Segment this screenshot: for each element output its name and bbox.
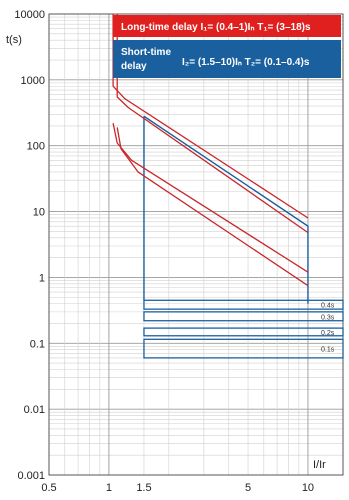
band-rect [143, 311, 344, 322]
y-tick-label: 0.001 [17, 470, 45, 482]
y-tick-label: 0.01 [24, 404, 45, 416]
legend-short-time-box [113, 40, 341, 78]
legend: Long-time delay I₁= (0.4–1)Iₙ T₁= (3–18)… [113, 15, 341, 78]
band-label: 0.3s [321, 314, 335, 321]
band-label: 0.2s [321, 330, 335, 337]
legend-long-time-box [113, 15, 341, 37]
x-tick-label: 1 [106, 482, 112, 494]
band-label: 0.4s [321, 303, 335, 310]
short-time-outline [143, 115, 309, 304]
series-line [112, 123, 309, 273]
y-tick-label: 1000 [21, 75, 45, 87]
grid [48, 14, 344, 476]
y-tick-label: 100 [27, 141, 45, 153]
legend-short-time-title: Short-time [121, 47, 171, 58]
plot-frame [48, 13, 344, 476]
band-rect [143, 327, 344, 337]
x-tick-label: 1.5 [136, 482, 151, 494]
y-axis-label: t(s) [6, 34, 22, 46]
band-rect [143, 338, 344, 359]
y-tick-label: 10000 [14, 9, 45, 21]
series-line [116, 127, 309, 287]
x-tick-label: 0.5 [41, 482, 56, 494]
y-tick-label: 10 [33, 207, 45, 219]
y-tick-label: 0.1 [30, 338, 45, 350]
y-tick-label: 1 [39, 272, 45, 284]
x-tick-label: 5 [245, 482, 251, 494]
legend-long-time-text: Long-time delay I₁= (0.4–1)Iₙ T₁= (3–18)… [121, 22, 311, 33]
x-tick-label: 10 [302, 482, 314, 494]
legend-short-time-subtitle: delay [121, 61, 147, 72]
legend-short-time-params: I₂= (1.5–10)Iₙ T₂= (0.1–0.4)s [182, 57, 310, 68]
short-time-region [143, 115, 309, 304]
band-label: 0.1s [321, 347, 335, 354]
short-time-bands: 0.4s 0.3s 0.2s 0.1s [143, 299, 344, 359]
band-rect [143, 299, 344, 310]
x-axis-label: I/Ir [313, 459, 326, 471]
